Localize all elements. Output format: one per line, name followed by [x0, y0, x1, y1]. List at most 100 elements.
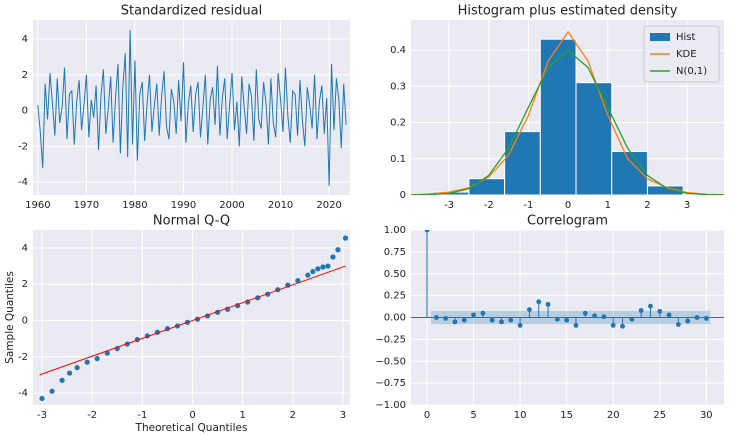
stem-marker: [675, 322, 681, 327]
y-tick-label: 0.75: [384, 247, 406, 258]
stem-marker: [629, 316, 635, 322]
stem-marker: [471, 312, 476, 318]
chart-title: Histogram plus estimated density: [458, 4, 678, 19]
legend-label: Hist: [676, 32, 696, 43]
x-tick-label: 2020: [316, 200, 341, 211]
plot-content: [37, 30, 347, 186]
x-tick-label: 1970: [74, 200, 99, 211]
x-axis-label: Theoretical Quantiles: [135, 422, 248, 434]
chart-title: Correlogram: [527, 214, 608, 229]
y-tick-label: 0.3: [390, 81, 406, 92]
series-line: [37, 30, 347, 186]
x-tick-label: -1: [137, 410, 147, 421]
stem-marker: [499, 319, 504, 325]
stem-marker: [703, 315, 709, 321]
x-tick-label: 20: [607, 410, 620, 421]
x-tick-label: 30: [700, 410, 713, 421]
y-tick-label: -4: [18, 388, 28, 399]
x-tick-label: 2: [644, 200, 650, 211]
y-tick-label: 4: [22, 34, 28, 45]
hist-bar: [468, 178, 506, 195]
x-tick-label: 0: [565, 200, 571, 211]
stem-marker: [694, 315, 700, 320]
qq-point: [39, 395, 45, 402]
x-tick-label: 1: [239, 410, 245, 421]
stem-marker: [666, 312, 672, 318]
qq-point: [84, 359, 90, 365]
panel: Histogram plus estimated density -3 -2 -1 0 1…: [390, 4, 724, 211]
x-tick-label: 2: [290, 410, 296, 421]
y-tick-label: 2: [22, 279, 28, 290]
hist-bar: [575, 82, 613, 195]
y-tick-label: 1.00: [384, 225, 406, 236]
qq-point: [74, 365, 80, 371]
y-tick-label: 0: [22, 315, 28, 326]
x-tick-label: 3: [340, 410, 346, 421]
qq-point: [305, 272, 311, 278]
y-tick-label: 4: [22, 243, 28, 254]
x-tick-label: 2010: [268, 200, 293, 211]
y-tick-label: 0.00: [384, 313, 406, 324]
reference-line: [39, 265, 346, 376]
chart-title: Normal Q-Q: [153, 214, 230, 229]
stem-marker: [601, 314, 607, 320]
x-tick-label: 1990: [171, 200, 196, 211]
stem-marker: [620, 323, 625, 329]
qq-point: [49, 388, 55, 394]
qq-point: [295, 277, 301, 284]
stem-marker: [657, 308, 663, 314]
qq-point: [104, 350, 110, 356]
qq-point: [67, 370, 73, 376]
x-tick-label: 1960: [25, 200, 50, 211]
stem-marker: [564, 317, 570, 323]
stem-marker: [443, 315, 449, 321]
hist-bar: [504, 131, 541, 195]
x-tick-label: -3: [444, 200, 454, 211]
x-tick-label: 25: [653, 410, 666, 421]
y-tick-label: 2: [22, 70, 28, 81]
qq-point: [320, 264, 326, 270]
stem-marker: [452, 319, 458, 325]
stem-marker: [536, 299, 542, 305]
x-tick-label: 3: [684, 200, 690, 211]
qq-point: [335, 247, 341, 253]
qq-point: [342, 235, 349, 241]
y-axis-label: Sample Quantiles: [4, 271, 16, 364]
stem-marker: [461, 317, 467, 323]
y-tick-label: -2: [18, 141, 28, 152]
x-tick-label: 1: [605, 200, 611, 211]
stem-marker: [610, 322, 616, 328]
x-tick-label: 0: [424, 410, 430, 421]
qq-point: [94, 355, 100, 362]
stem-marker: [527, 307, 532, 313]
y-tick-label: 0.2: [390, 118, 406, 129]
stem-marker: [638, 308, 644, 313]
x-tick-label: 15: [560, 410, 573, 421]
stem-marker: [573, 322, 579, 328]
qq-point: [325, 263, 331, 269]
plot-content: [411, 30, 724, 195]
stem-marker: [685, 318, 691, 324]
y-tick-label: −0.25: [375, 334, 406, 345]
chart-title: Standardized residual: [121, 4, 262, 19]
x-tick-label: 5: [470, 410, 476, 421]
stem-marker: [517, 322, 523, 328]
y-tick-label: −1.00: [375, 400, 406, 411]
y-tick-label: -2: [18, 352, 28, 363]
y-tick-label: 0.25: [384, 291, 406, 302]
stem-marker: [545, 301, 551, 307]
panel: Correlogram 0 5 10 15 20 25 30 −1.00 −0.75 −0.50 −0…: [375, 214, 724, 421]
density-line: [411, 30, 724, 195]
stem-marker: [424, 230, 430, 233]
x-tick-label: 10: [514, 410, 527, 421]
x-tick-label: 1980: [122, 200, 147, 211]
stem-marker: [489, 317, 495, 323]
stem-marker: [508, 317, 514, 323]
stem-marker: [592, 313, 597, 319]
qq-point: [330, 254, 336, 260]
stem-marker: [648, 303, 653, 309]
plot-content: [39, 235, 349, 402]
x-tick-label: -3: [37, 410, 47, 421]
stem-marker: [480, 310, 486, 316]
qq-point: [59, 377, 65, 383]
